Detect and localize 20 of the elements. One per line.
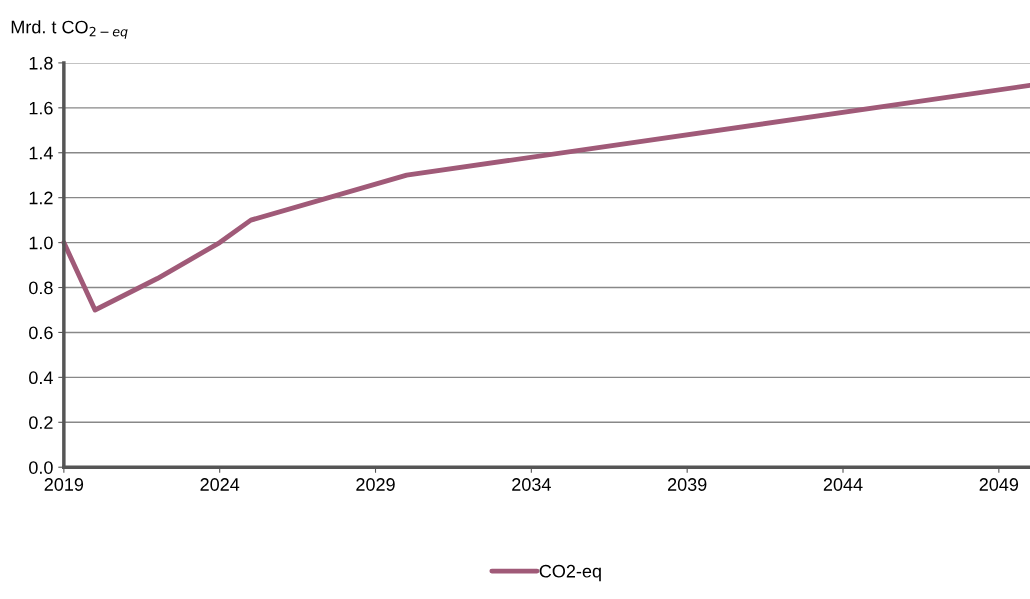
x-tick-label: 2049: [979, 478, 1019, 491]
x-tick-label: 2039: [668, 478, 707, 491]
x-tick-label: 2044: [823, 478, 863, 491]
line-series: [61, 82, 1030, 313]
x-tick-label: 2034: [512, 478, 551, 491]
y-tick-label: 0.8: [29, 281, 53, 295]
y-tick-label: 1.6: [29, 101, 53, 115]
y-tick-label: 1.4: [29, 146, 53, 160]
y-tick-label: 1.0: [29, 236, 53, 250]
y-tick-label: 1.8: [29, 56, 53, 70]
y-tick-label: 0.4: [29, 371, 53, 385]
y-tick-label: 0.2: [29, 416, 53, 430]
y-axis-title: Mrd. t CO$_{2−eq}$: [11, 20, 128, 39]
y-tick-label: 0.6: [29, 326, 53, 340]
x-tick-label: 2019: [44, 478, 84, 491]
legend-label: CO2-eq: [539, 564, 601, 582]
x-tick-label: 2024: [200, 478, 240, 491]
x-tick-label: 2029: [356, 478, 395, 491]
y-tick-label: 1.2: [29, 191, 53, 205]
y-tick-label: 0.0: [29, 461, 53, 474]
